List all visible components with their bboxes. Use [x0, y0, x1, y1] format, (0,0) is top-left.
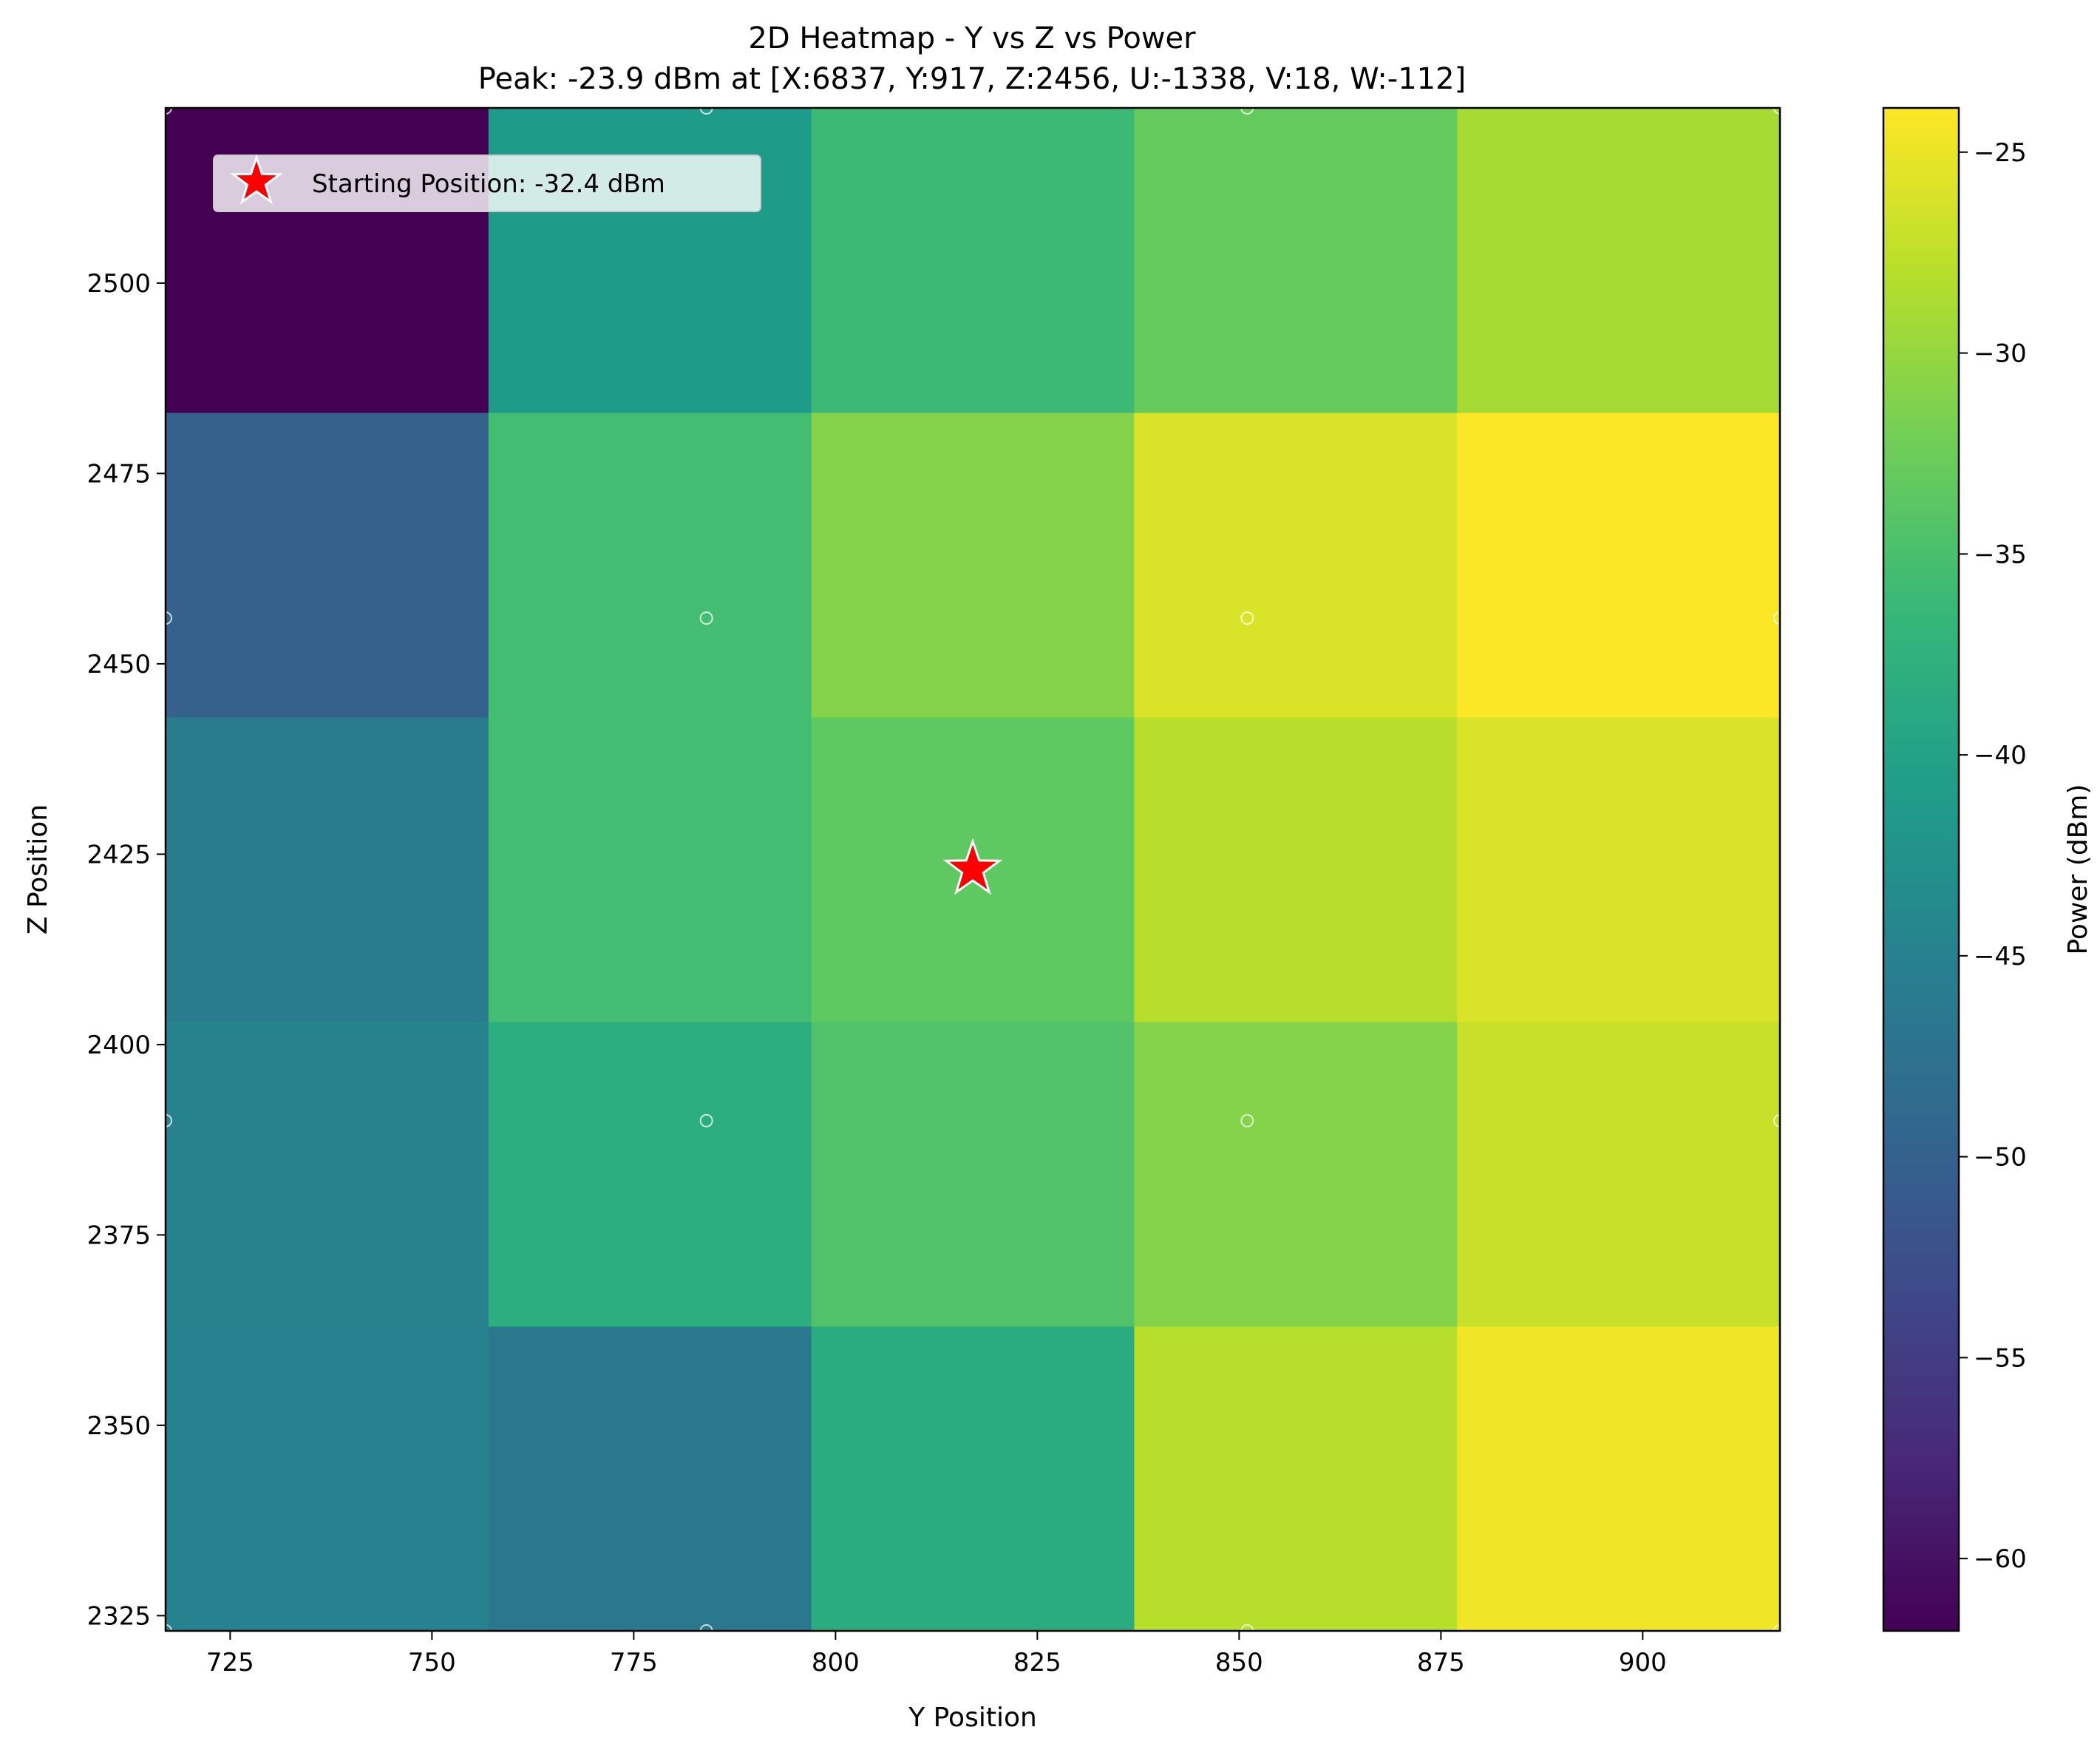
heatmap-cell — [1457, 1326, 1781, 1632]
x-tick-label: 750 — [408, 1648, 456, 1677]
sample-point — [1240, 1113, 1254, 1127]
y-axis-label: Z Position — [23, 804, 53, 934]
y-tick-label: 2425 — [86, 840, 151, 869]
heatmap-cell — [1134, 108, 1458, 413]
x-tick-label: 775 — [610, 1648, 658, 1677]
colorbar-tick-label: −25 — [1974, 138, 2027, 168]
legend-label: Starting Position: -32.4 dBm — [312, 169, 665, 199]
y-tick-label: 2325 — [86, 1601, 151, 1631]
colorbar-tick-label: −30 — [1974, 339, 2027, 369]
x-axis-label: Y Position — [908, 1703, 1037, 1733]
heatmap-cell — [488, 1022, 812, 1327]
plot-frame — [164, 106, 1781, 1632]
heatmap-cell — [1134, 717, 1458, 1022]
heatmap-cell — [1457, 413, 1781, 718]
heatmap-cell — [811, 1326, 1135, 1632]
x-tick-label: 725 — [206, 1648, 254, 1677]
colorbar-tick-label: −40 — [1974, 741, 2027, 770]
sample-point — [699, 611, 713, 625]
star-marker — [942, 838, 1003, 895]
colorbar-tick-label: −55 — [1974, 1343, 2027, 1373]
sample-point — [699, 1113, 713, 1127]
x-tick-label: 825 — [1013, 1648, 1061, 1677]
heatmap-cell — [166, 108, 489, 413]
y-axis: 2325 2350 2375 2400 2425 2450 2475 2500 — [86, 269, 166, 1631]
x-tick-label: 900 — [1619, 1648, 1667, 1677]
starting-position-marker — [942, 838, 1003, 895]
colorbar — [1882, 106, 1960, 1632]
y-tick-label: 2350 — [86, 1411, 151, 1441]
heatmap-cell — [488, 1326, 812, 1632]
heatmap-cell — [1457, 108, 1781, 413]
heatmap-cell — [1457, 1022, 1781, 1327]
legend: Starting Position: -32.4 dBm — [213, 154, 761, 212]
heatmap-cell — [166, 717, 489, 1022]
colorbar-tick-label: −60 — [1974, 1544, 2027, 1574]
heatmap-cell — [488, 108, 812, 413]
y-tick-label: 2400 — [86, 1031, 151, 1060]
heatmap-cell — [166, 1022, 489, 1327]
heatmap-cell — [488, 413, 812, 718]
heatmap-cell — [811, 108, 1135, 413]
x-tick-label: 875 — [1417, 1648, 1465, 1677]
heatmap-cell — [811, 1022, 1135, 1327]
legend-star-shape — [230, 154, 283, 205]
x-tick-label: 800 — [812, 1648, 860, 1677]
x-tick-label: 850 — [1215, 1648, 1263, 1677]
legend-box — [213, 155, 761, 212]
colorbar-tick-label: −45 — [1974, 942, 2027, 971]
heatmap-cell — [488, 717, 812, 1022]
y-tick-label: 2375 — [86, 1221, 151, 1250]
heatmap-cell — [1134, 1022, 1458, 1327]
heatmap-cell — [1457, 717, 1781, 1022]
legend-star-icon — [230, 154, 283, 205]
colorbar-tick-label: −50 — [1974, 1143, 2027, 1173]
x-axis: 725 750 775 800 825 850 875 900 — [206, 1631, 1667, 1677]
heatmap-cell — [1134, 413, 1458, 718]
colorbar-label: Power (dBm) — [2063, 784, 2093, 955]
heatmap-cell — [166, 413, 489, 718]
y-tick-label: 2500 — [86, 269, 151, 299]
chart-subtitle: Peak: -23.9 dBm at [X:6837, Y:917, Z:245… — [478, 62, 1466, 96]
colorbar-ticks: −25 −30 −35 −40 −45 −50 −55 −60 — [1959, 138, 2027, 1574]
heatmap-cell — [1134, 1326, 1458, 1632]
heatmap-cell — [811, 413, 1135, 718]
y-tick-label: 2475 — [86, 459, 151, 489]
chart-title: 2D Heatmap - Y vs Z vs Power — [748, 21, 1196, 55]
colorbar-tick-label: −35 — [1974, 540, 2027, 569]
heatmap-cell — [166, 1326, 489, 1632]
sample-point — [1240, 611, 1254, 625]
y-tick-label: 2450 — [86, 650, 151, 679]
